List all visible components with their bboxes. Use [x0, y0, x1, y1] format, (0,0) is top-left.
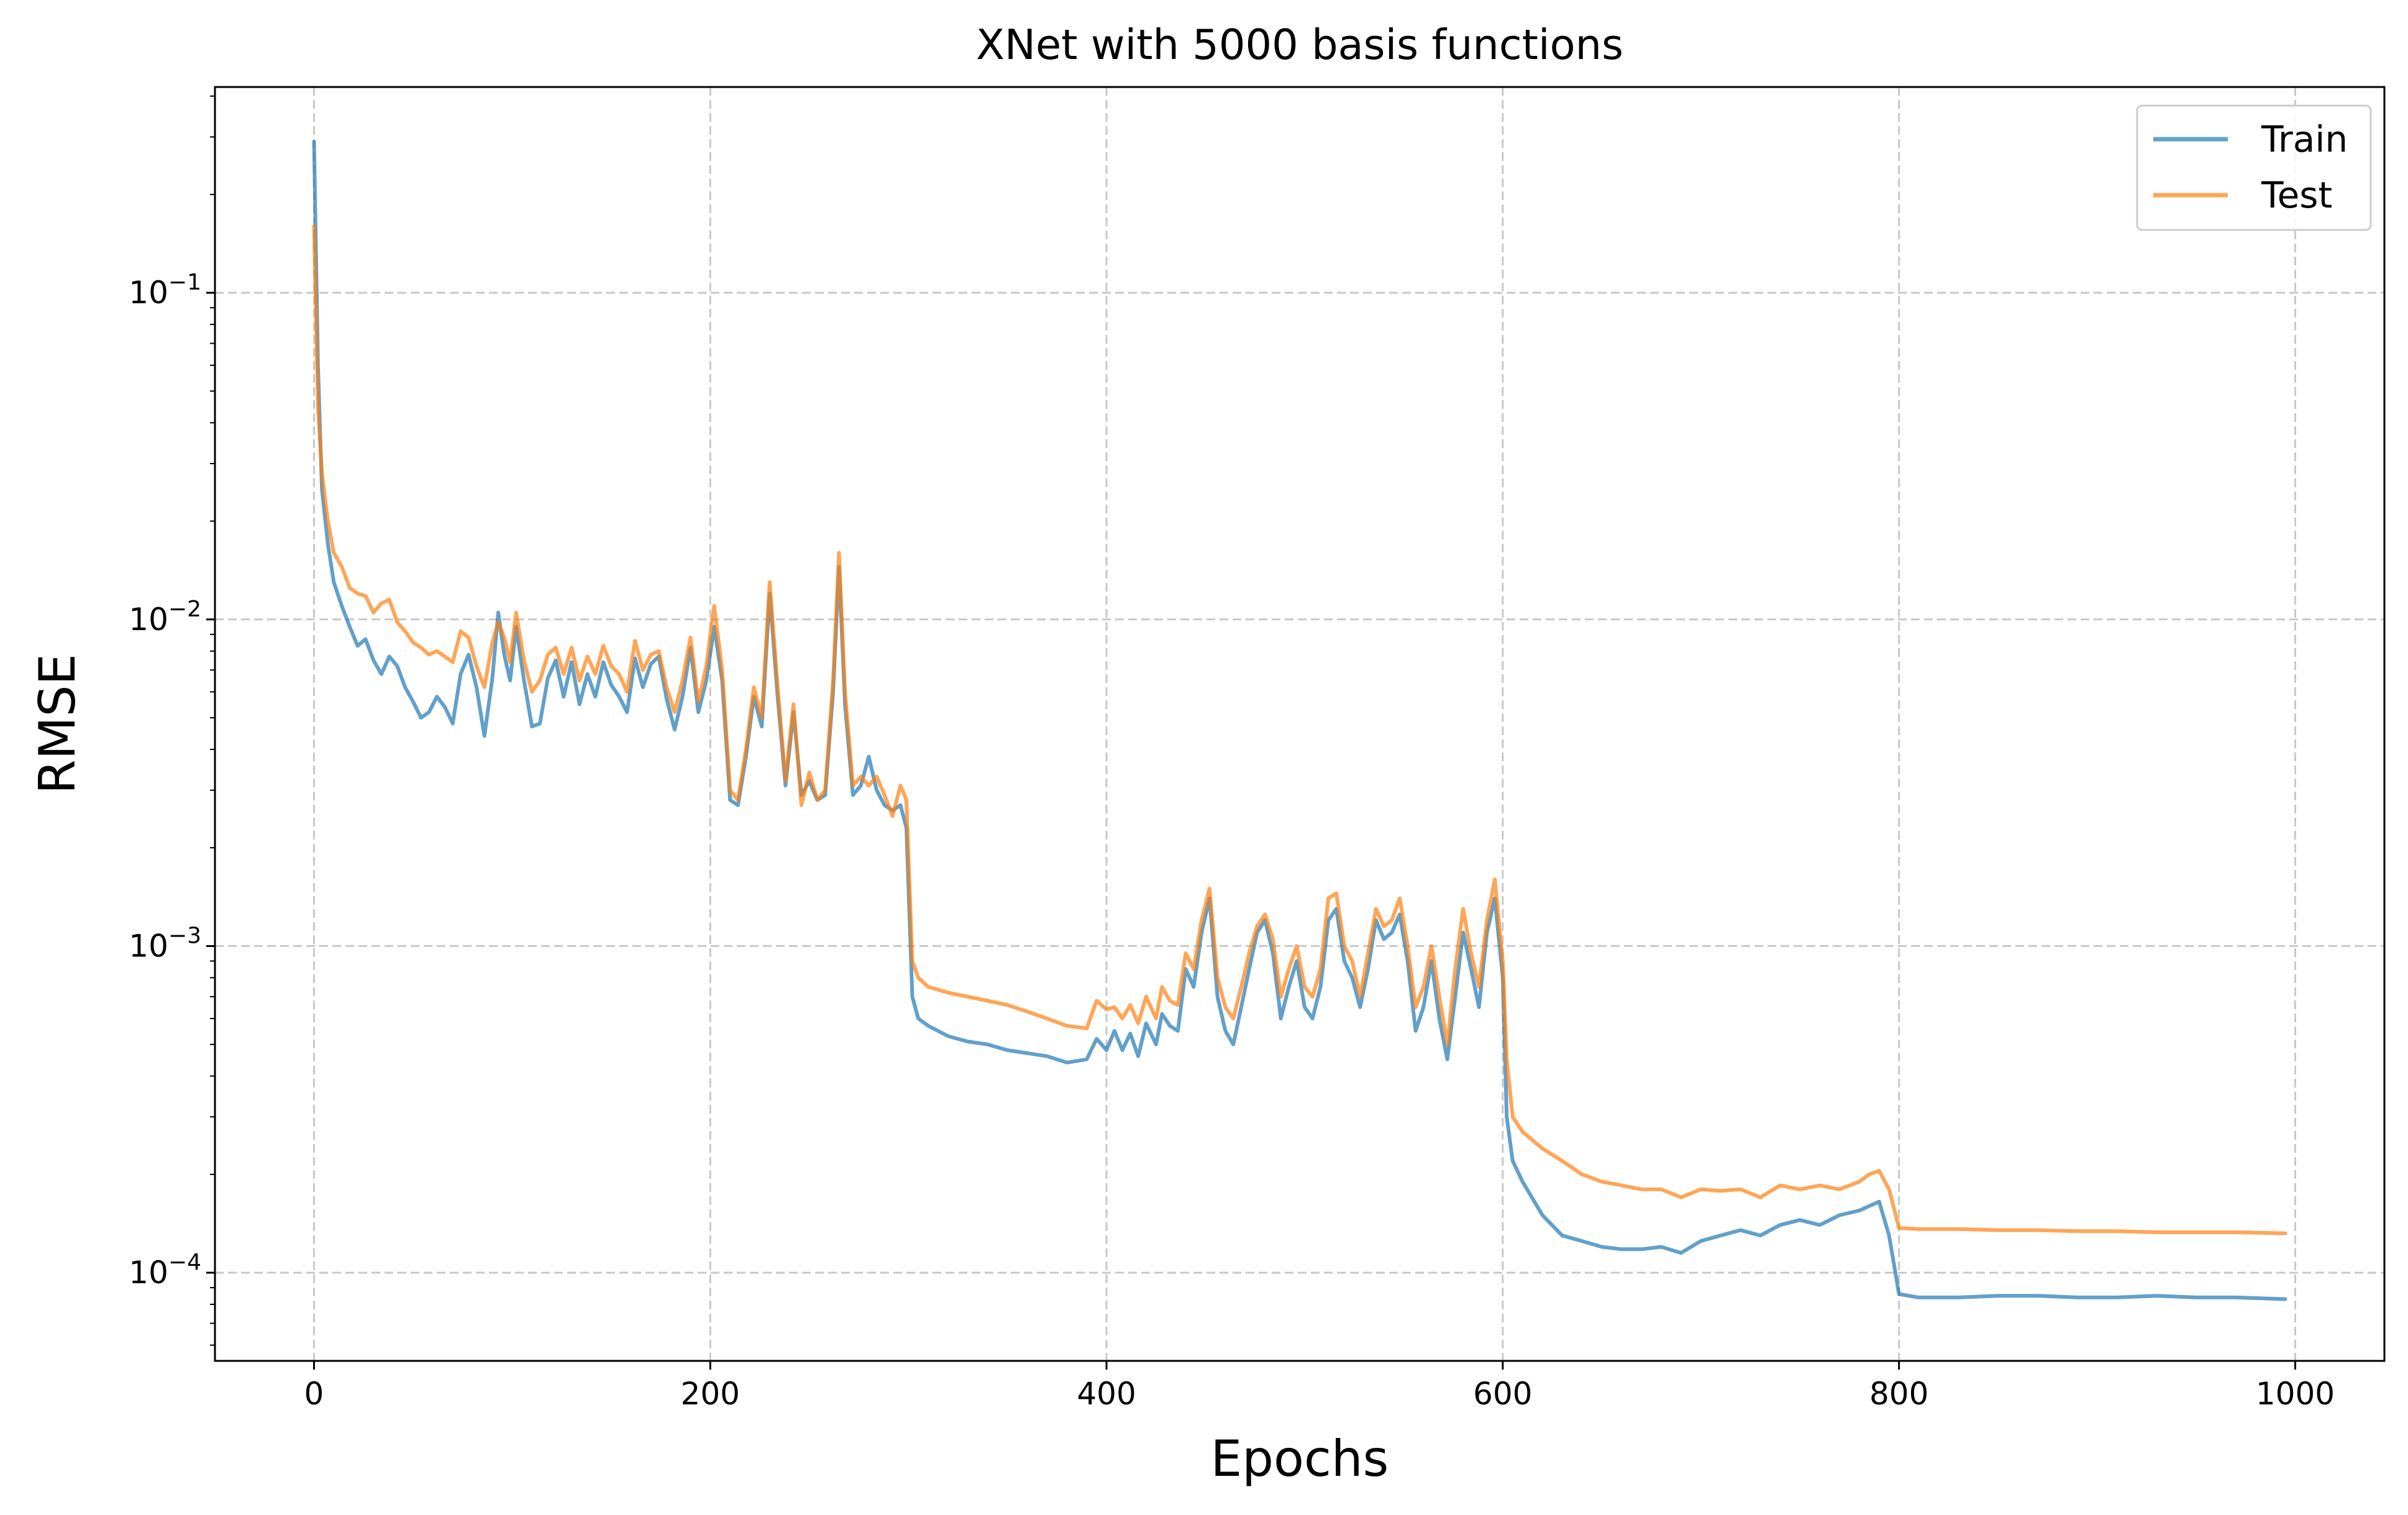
- x-tick-label: 1000: [2256, 1376, 2335, 1412]
- series-lines: [312, 140, 2287, 1301]
- x-tick-label: 0: [304, 1376, 324, 1412]
- x-tick-label: 400: [1077, 1376, 1136, 1412]
- x-axis-label: Epochs: [1211, 1430, 1389, 1488]
- grid: [215, 87, 2384, 1361]
- legend: Train Test: [2136, 104, 2372, 231]
- legend-label-test: Test: [2261, 174, 2332, 216]
- series-line-test: [312, 224, 2287, 1235]
- legend-label-train: Train: [2261, 118, 2348, 160]
- plot-frame: [214, 86, 2386, 1362]
- legend-box: [2136, 104, 2372, 231]
- y-axis-label: RMSE: [29, 654, 86, 794]
- y-tick-label: 10−2: [129, 597, 201, 638]
- series-line-train: [312, 140, 2287, 1301]
- x-tick-label: 200: [681, 1376, 740, 1412]
- chart-title: XNet with 5000 basis functions: [976, 21, 1623, 69]
- x-tick-label: 800: [1869, 1376, 1928, 1412]
- y-tick-label: 10−3: [129, 923, 201, 964]
- axis-ticks: 0 200 400 600 800 1000 10−1 10−2 10−3 10−4: [129, 95, 2335, 1412]
- x-tick-label: 600: [1473, 1376, 1532, 1412]
- y-tick-label: 10−4: [129, 1250, 201, 1291]
- y-tick-label: 10−1: [129, 270, 201, 311]
